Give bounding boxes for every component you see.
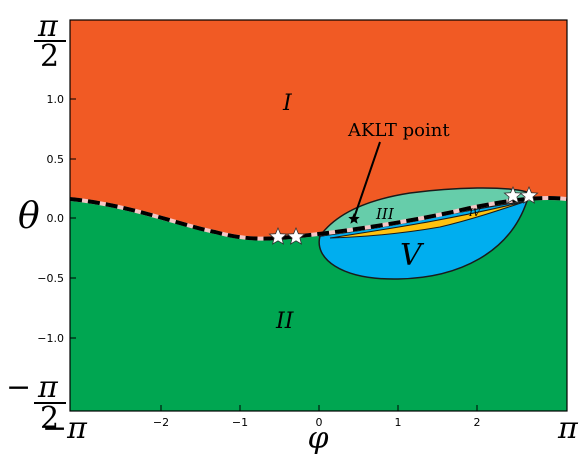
critical-points bbox=[268, 185, 539, 245]
svg-text:π: π bbox=[37, 370, 59, 405]
star-marker bbox=[519, 185, 539, 204]
region-IV-area bbox=[329, 200, 528, 239]
y-tick-neg-1.0: −1.0 bbox=[37, 332, 64, 345]
region-II-label: II bbox=[275, 309, 295, 334]
region-V-label: V bbox=[400, 238, 425, 273]
aklt-annotation: AKLT point bbox=[347, 120, 450, 224]
region-I-label: I bbox=[282, 91, 293, 116]
y-tick-top-pi-over-2: π 2 bbox=[34, 9, 66, 74]
x-tick-1: 1 bbox=[395, 416, 402, 429]
y-tick-1.0: 1.0 bbox=[47, 93, 65, 106]
region-III-label: III bbox=[375, 205, 395, 223]
star-marker bbox=[503, 185, 523, 204]
y-tick-0.0: 0.0 bbox=[47, 212, 65, 225]
x-tick-2: 2 bbox=[474, 416, 481, 429]
x-tick-neg-2: −2 bbox=[153, 416, 169, 429]
aklt-label: AKLT point bbox=[347, 120, 450, 141]
x-tick-neg-pi: −π bbox=[42, 411, 88, 446]
y-tick-bottom-neg-pi-over-2: − π 2 bbox=[6, 370, 66, 436]
svg-text:π: π bbox=[37, 9, 59, 44]
x-tick-pi: π bbox=[557, 411, 579, 446]
aklt-star bbox=[348, 213, 360, 224]
svg-text:−: − bbox=[6, 370, 31, 405]
x-axis-label: φ bbox=[307, 421, 328, 454]
y-axis-label: θ bbox=[18, 196, 40, 237]
x-tick-neg-1: −1 bbox=[232, 416, 248, 429]
x-axis: −π −2 −1 0 1 2 π φ bbox=[42, 405, 579, 456]
x-tick-0: 0 bbox=[316, 416, 323, 429]
svg-text:2: 2 bbox=[40, 39, 59, 74]
y-tick-neg-0.5: −0.5 bbox=[37, 272, 64, 285]
svg-text:2: 2 bbox=[40, 401, 59, 436]
star-marker bbox=[286, 226, 306, 245]
y-axis: π 2 1.0 0.5 0.0 −0.5 −1.0 − π 2 θ bbox=[6, 9, 76, 436]
aklt-arrow bbox=[353, 141, 381, 219]
star-marker bbox=[268, 226, 288, 245]
y-tick-0.5: 0.5 bbox=[47, 153, 65, 166]
region-IV-label: IV bbox=[468, 208, 482, 219]
